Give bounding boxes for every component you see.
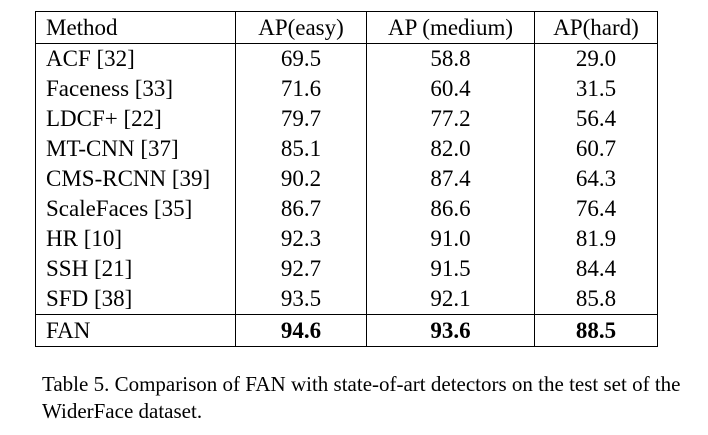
results-table: Method AP(easy) AP (medium) AP(hard) ACF… — [35, 11, 658, 347]
header-ap-medium: AP (medium) — [366, 11, 535, 44]
table-row: CMS-RCNN [39] 90.2 87.4 64.3 — [35, 164, 658, 194]
table-row: LDCF+ [22] 79.7 77.2 56.4 — [35, 104, 658, 134]
ap-medium-cell: 60.4 — [366, 74, 535, 104]
table-header-row: Method AP(easy) AP (medium) AP(hard) — [35, 11, 658, 44]
ap-hard-cell: 84.4 — [534, 254, 658, 284]
ap-easy-cell: 85.1 — [235, 134, 367, 164]
table-row: MT-CNN [37] 85.1 82.0 60.7 — [35, 134, 658, 164]
ap-easy-cell: 94.6 — [235, 314, 367, 347]
table-row: Faceness [33] 71.6 60.4 31.5 — [35, 74, 658, 104]
ap-medium-cell: 87.4 — [366, 164, 535, 194]
ap-medium-cell: 86.6 — [366, 194, 535, 224]
ap-easy-cell: 86.7 — [235, 194, 367, 224]
method-cell: ScaleFaces [35] — [35, 194, 236, 224]
ap-hard-cell: 76.4 — [534, 194, 658, 224]
ap-medium-cell: 92.1 — [366, 284, 535, 315]
table-row: ScaleFaces [35] 86.7 86.6 76.4 — [35, 194, 658, 224]
method-cell: CMS-RCNN [39] — [35, 164, 236, 194]
ap-medium-cell: 82.0 — [366, 134, 535, 164]
ap-easy-cell: 69.5 — [235, 43, 367, 74]
ap-hard-cell: 64.3 — [534, 164, 658, 194]
table-row: HR [10] 92.3 91.0 81.9 — [35, 224, 658, 254]
header-method: Method — [35, 11, 236, 44]
ap-easy-cell: 90.2 — [235, 164, 367, 194]
method-cell: SFD [38] — [35, 284, 236, 315]
ap-easy-cell: 93.5 — [235, 284, 367, 315]
method-cell: Faceness [33] — [35, 74, 236, 104]
ap-medium-cell: 91.5 — [366, 254, 535, 284]
ap-easy-cell: 79.7 — [235, 104, 367, 134]
ap-hard-cell: 56.4 — [534, 104, 658, 134]
ap-medium-cell: 58.8 — [366, 43, 535, 74]
ap-medium-cell: 93.6 — [366, 314, 535, 347]
ap-hard-cell: 29.0 — [534, 43, 658, 74]
table-caption: Table 5. Comparison of FAN with state-of… — [42, 372, 681, 423]
ap-hard-cell: 81.9 — [534, 224, 658, 254]
ap-medium-cell: 91.0 — [366, 224, 535, 254]
table-row: SFD [38] 93.5 92.1 85.8 — [35, 284, 658, 315]
method-cell: LDCF+ [22] — [35, 104, 236, 134]
method-cell: ACF [32] — [35, 43, 236, 74]
table-row: SSH [21] 92.7 91.5 84.4 — [35, 254, 658, 284]
table-row: ACF [32] 69.5 58.8 29.0 — [35, 43, 658, 74]
method-cell: MT-CNN [37] — [35, 134, 236, 164]
method-cell: FAN — [35, 314, 236, 347]
ap-hard-cell: 60.7 — [534, 134, 658, 164]
ap-easy-cell: 71.6 — [235, 74, 367, 104]
ap-hard-cell: 88.5 — [534, 314, 658, 347]
table-row-fan: FAN 94.6 93.6 88.5 — [35, 314, 658, 347]
ap-easy-cell: 92.3 — [235, 224, 367, 254]
header-ap-easy: AP(easy) — [235, 11, 367, 44]
ap-medium-cell: 77.2 — [366, 104, 535, 134]
method-cell: HR [10] — [35, 224, 236, 254]
header-ap-hard: AP(hard) — [534, 11, 658, 44]
ap-hard-cell: 85.8 — [534, 284, 658, 315]
method-cell: SSH [21] — [35, 254, 236, 284]
ap-easy-cell: 92.7 — [235, 254, 367, 284]
ap-hard-cell: 31.5 — [534, 74, 658, 104]
